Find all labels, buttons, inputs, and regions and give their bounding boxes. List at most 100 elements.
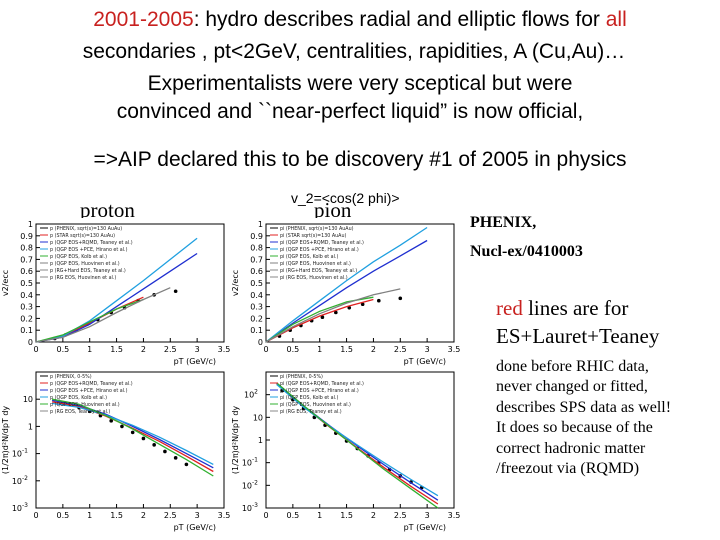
x-tick-label: 0.5 <box>286 511 299 520</box>
title-line-2: secondaries , pt<2GeV, centralities, rap… <box>82 40 626 63</box>
x-tick-label: 2 <box>371 345 376 354</box>
x-tick-label: 1 <box>317 511 322 520</box>
y-axis-label: (1/2π)d²N/dpT dy <box>1 406 10 475</box>
legend-entry: p (QGP EOS, Huovinen et al.) <box>50 402 120 408</box>
y-axis-label: v2/ecc <box>1 270 10 296</box>
legend-entry: p (QGP EOS +PCE, Hirano et al.) <box>50 388 128 394</box>
y-tick-label: 0.4 <box>20 291 33 300</box>
legend-entry: pi (QGP EOS +PCE, Hirano et al.) <box>280 247 359 253</box>
legend-entry: pi (RG+Hard EOS, Teaney et al.) <box>280 268 357 274</box>
proton-spectrum-panel: 0 0.5 1 1.5 2 2.5 3 3.5 10-3 10-2 10-1 1 10 pT (GeV/c… <box>0 366 232 534</box>
proton-spectrum-chart: 0 0.5 1 1.5 2 2.5 3 3.5 10-3 10-2 10-1 1 10 pT (GeV/c… <box>1 371 230 532</box>
data-point <box>120 424 124 429</box>
x-tick-label: 2 <box>141 345 146 354</box>
x-tick-label: 2.5 <box>164 511 177 520</box>
y-tick-label: 0.4 <box>250 291 263 300</box>
x-tick-label: 3 <box>195 511 200 520</box>
title-line-1: 2001-2005: hydro describes radial and el… <box>0 8 720 32</box>
y-tick-label: 0.8 <box>20 244 33 253</box>
series-line <box>276 384 439 497</box>
series-line <box>51 398 214 477</box>
x-tick-label: 1 <box>87 511 92 520</box>
x-tick-label: 0.5 <box>56 511 69 520</box>
y-tick-label: 10-2 <box>242 479 258 490</box>
title-line-1-text: : hydro describes radial and elliptic fl… <box>193 8 606 31</box>
legend-entry: pi (RG EOS, Teaney et al.) <box>280 409 342 415</box>
y-tick-label: 10-1 <box>242 457 258 468</box>
notes-red-line: red lines are for <box>496 296 628 321</box>
legend-entry: p (RG+Hard EOS, Teaney et al.) <box>50 268 126 274</box>
legend-entry: p (PHENIX, sqrt(s)=130 AuAu) <box>50 226 122 232</box>
legend-entry: p (QGP EOS+RQMD, Teaney et al.) <box>50 381 133 387</box>
pion-spectrum-chart: 0 0.5 1 1.5 2 2.5 3 3.5 10-3 10-2 10-1 1 10 102 pT (Ge… <box>231 371 461 532</box>
y-tick-label: 1 <box>28 220 33 229</box>
x-axis-label: pT (GeV/c) <box>404 523 446 532</box>
proton-v2-chart: 0 0.5 1 1.5 2 2.5 3 3.5 0 0.1 0.2 0.3 0.4 0.5 0.6 0.7 0.… <box>1 220 230 366</box>
legend-entry: p (RG EOS, Huovinen et al.) <box>50 275 116 281</box>
x-tick-label: 3 <box>425 511 430 520</box>
legend-entry: pi (PHENIX, 0-5%) <box>280 374 323 380</box>
x-tick-label: 1.5 <box>110 511 123 520</box>
x-tick-label: 1 <box>87 345 92 354</box>
y-tick-label: 102 <box>244 389 258 400</box>
y-tick-label: 0.7 <box>20 255 33 264</box>
data-point <box>130 430 135 435</box>
y-tick-label: 0.7 <box>250 255 263 264</box>
legend-entry: p (PHENIX, 0-5%) <box>50 374 92 380</box>
x-tick-label: 3 <box>195 345 200 354</box>
series-line <box>52 402 214 465</box>
x-axis-label: pT (GeV/c) <box>174 523 216 532</box>
title-line-3: Experimentalists were very sceptical but… <box>147 72 573 95</box>
y-tick-label: 0.3 <box>20 303 33 312</box>
title-years: 2001-2005 <box>93 8 194 31</box>
data-point <box>377 298 381 303</box>
series-line <box>35 298 144 343</box>
legend-entry: p (QGP EOS +PCE, Hirano et al.) <box>50 247 128 253</box>
y-axis-label: (1/2π)d²N/dpT dy <box>231 406 240 475</box>
series-line <box>35 237 198 343</box>
y-tick-label: 10 <box>23 395 33 404</box>
y-tick-label: 1 <box>258 220 263 229</box>
notes-red-rest: lines are for <box>522 296 629 320</box>
x-tick-label: 2 <box>371 511 376 520</box>
y-axis-label: v2/ecc <box>231 270 240 296</box>
data-point <box>360 302 365 307</box>
y-tick-label: 0.8 <box>250 244 263 253</box>
x-tick-label: 3.5 <box>448 511 461 520</box>
legend-entry: p (QGP EOS, Kolb et al.) <box>50 254 107 260</box>
x-tick-label: 0 <box>263 511 268 520</box>
series-line <box>276 382 439 509</box>
x-tick-label: 2.5 <box>394 345 407 354</box>
data-point <box>347 305 352 310</box>
legend-entry: p (QGP EOS+RQMD, Teaney et al.) <box>50 240 133 246</box>
x-tick-label: 2 <box>141 511 146 520</box>
y-tick-label: 0.2 <box>250 314 263 323</box>
y-tick-label: 10-2 <box>12 475 28 486</box>
notes-body-line: It does so because of the <box>496 419 653 437</box>
series-line <box>35 287 171 343</box>
y-tick-label: 10-3 <box>12 502 28 513</box>
data-point <box>109 419 113 423</box>
y-tick-label: 0.5 <box>20 279 33 288</box>
legend-entry: pi (QGP EOS, Huovinen et al.) <box>280 261 351 267</box>
x-axis-label: pT (GeV/c) <box>174 357 216 366</box>
y-tick-label: 0.2 <box>20 314 33 323</box>
x-tick-label: 0 <box>33 345 38 354</box>
pion-v2-panel: 0 0.5 1 1.5 2 2.5 3 3.5 0 0.1 0.2 0.3 0.4 0.5 0.6 0.7 0.… <box>230 218 462 368</box>
data-point <box>320 315 325 320</box>
x-tick-label: 0 <box>263 345 268 354</box>
title-all: all <box>605 8 627 31</box>
y-tick-label: 1 <box>258 436 263 445</box>
legend-entry: p (QGP EOS, Kolb et al.) <box>50 395 107 401</box>
notes-body-line: describes SPS data as well! <box>496 398 672 416</box>
reference-line-1: PHENIX, <box>470 214 537 231</box>
x-axis-label: pT (GeV/c) <box>404 357 446 366</box>
legend-entry: pi (QGP EOS, Kolb et al.) <box>280 395 338 401</box>
data-point <box>398 296 403 301</box>
x-tick-label: 0 <box>33 511 38 520</box>
y-tick-label: 0.6 <box>250 267 263 276</box>
y-tick-label: 0.9 <box>20 232 33 241</box>
legend-entry: p (RG EOS, Teaney et al.) <box>50 409 110 415</box>
legend-entry: pi (PHENIX, sqrt(s)=130 AuAu) <box>280 226 354 232</box>
y-tick-label: 0.1 <box>250 326 263 335</box>
